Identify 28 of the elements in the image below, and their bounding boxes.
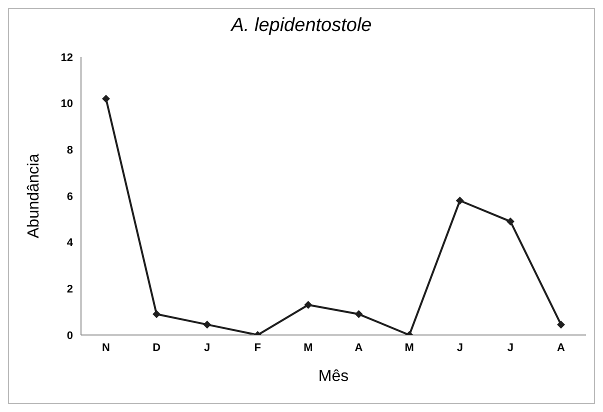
y-tick-label: 4 — [66, 237, 74, 250]
x-tick-label: D — [152, 342, 161, 354]
point — [557, 320, 565, 329]
point — [152, 310, 161, 318]
point — [506, 217, 514, 226]
x-tick-label: A — [557, 342, 566, 354]
point — [354, 310, 363, 318]
y-tick-label: 2 — [66, 284, 73, 296]
x-tick-label: J — [456, 342, 463, 354]
x-tick-label: A — [354, 342, 363, 354]
x-axis-title: Mês — [318, 368, 349, 385]
y-axis-title: Abundância — [26, 154, 43, 238]
point — [203, 320, 212, 329]
point — [102, 94, 110, 103]
y-tick-label: 6 — [66, 190, 73, 203]
x-tick-label: M — [304, 342, 313, 354]
y-tick-label: 10 — [60, 98, 73, 110]
point — [304, 300, 312, 309]
x-tick-label: N — [102, 342, 110, 354]
x-tick-label: J — [204, 342, 210, 354]
y-tick-label: 8 — [66, 144, 73, 157]
x-tick-label: M — [404, 342, 414, 354]
x-tick-label: J — [507, 342, 514, 354]
y-tick-label: 12 — [60, 52, 73, 64]
point — [456, 196, 464, 205]
chart-title: A. lepidentostole — [230, 15, 373, 37]
y-tick-label: 0 — [66, 330, 73, 342]
x-tick-label: F — [254, 342, 262, 354]
